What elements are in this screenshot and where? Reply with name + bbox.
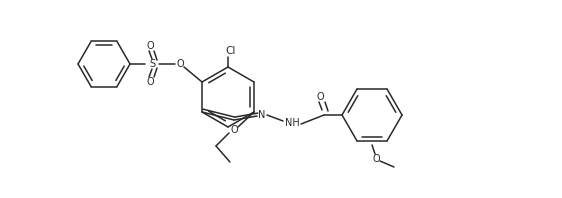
Text: O: O <box>146 41 154 51</box>
Text: S: S <box>149 59 155 69</box>
Text: O: O <box>146 77 154 87</box>
Text: O: O <box>230 125 238 135</box>
Text: O: O <box>176 59 184 69</box>
Text: Cl: Cl <box>226 46 236 56</box>
Text: NH: NH <box>284 118 300 128</box>
Text: O: O <box>372 154 380 164</box>
Text: O: O <box>316 92 324 102</box>
Text: N: N <box>259 110 266 120</box>
